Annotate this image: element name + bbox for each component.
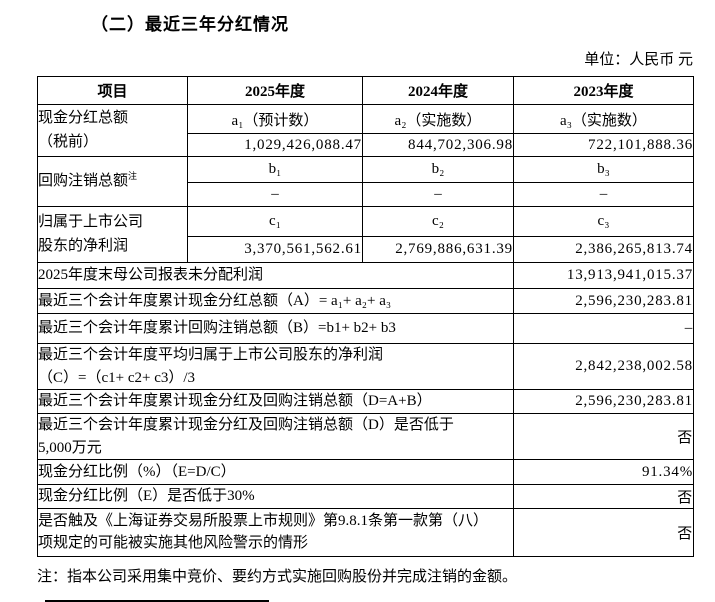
value-cell-2023: 2,386,265,813.74 — [513, 236, 694, 263]
summary-label-line1: 最近三个会计年度平均归属于上市公司股东的净利润 — [38, 347, 384, 363]
summary-label-line1: 最近三个会计年度累计现金分红及回购注销总额（D）是否低于 — [38, 417, 454, 433]
table-row: 现金分红总额 （税前） a₁（预计数） a₂（实施数） a₃（实施数） — [37, 104, 694, 157]
table-row: 1,029,426,088.47 844,702,306.98 722,101,… — [38, 133, 694, 157]
sub-label-cell: c₃ — [513, 206, 694, 237]
summary-label-E-below-30pct: 现金分红比例（E）是否低于30% — [37, 484, 514, 509]
value-cell-2024: 844,702,306.98 — [362, 133, 514, 157]
value-cell-2025: 3,370,561,562.61 — [187, 236, 363, 263]
section-title: （二）最近三年分红情况 — [91, 15, 289, 34]
summary-label-total-D: 最近三个会计年度累计现金分红及回购注销总额（D=A+B） — [37, 389, 514, 414]
summary-label-line1: 最近三个会计年度累计回购注销总额（B）=b1+ b2+ b3 — [38, 320, 396, 337]
table-row: – – – — [38, 182, 694, 207]
sub-label-cell: b₂ — [362, 156, 514, 183]
dividend-table: 项目 2025年度 2024年度 2023年度 现金分红总额 （税前） a₁（预… — [37, 76, 694, 557]
summary-value: 2,842,238,002.58 — [513, 343, 694, 390]
summary-label-line1: 最近三个会计年度累计现金分红总额（A）= a₁+ a₂+ a₃ — [38, 292, 392, 309]
header-year-2024: 2024年度 — [362, 76, 514, 105]
table-row: 最近三个会计年度累计回购注销总额（B）=b1+ b2+ b3 – — [37, 313, 694, 344]
value-cell-2023: 722,101,888.36 — [513, 133, 694, 157]
summary-label-risk-warning: 是否触及《上海证券交易所股票上市规则》第9.8.1条第一款第（八） 项规定的可能被… — [37, 507, 514, 557]
unit-label: 单位：人民币 元 — [584, 52, 693, 68]
summary-label-line2: 5,000万元 — [38, 439, 102, 456]
footnote: 注：指本公司采用集中竞价、要约方式实施回购股份并完成注销的金额。 — [37, 568, 518, 585]
table-row: 2025年度末母公司报表未分配利润 13,913,941,015.37 — [37, 262, 694, 289]
sub-label-cell: a₂（实施数） — [362, 104, 514, 134]
value-cell-2025: – — [187, 182, 363, 207]
table-row: 现金分红比例（%）（E=D/C） 91.34% — [37, 459, 694, 485]
row-label-repurchase-total: 回购注销总额注 — [37, 156, 188, 207]
row-label-text: 回购注销总额 — [38, 172, 129, 189]
value-cell-2023: – — [513, 182, 694, 207]
summary-value: 否 — [513, 413, 694, 460]
table-header-row: 项目 2025年度 2024年度 2023年度 — [37, 76, 694, 105]
table-row: 是否触及《上海证券交易所股票上市规则》第9.8.1条第一款第（八） 项规定的可能被… — [37, 507, 694, 557]
summary-label-cumulative-repurchase-B: 最近三个会计年度累计回购注销总额（B）=b1+ b2+ b3 — [37, 313, 514, 344]
summary-value: 否 — [513, 507, 694, 557]
summary-label-line1: 2025年度末母公司报表未分配利润 — [38, 267, 264, 284]
summary-value: 13,913,941,015.37 — [513, 262, 694, 289]
header-year-2025: 2025年度 — [187, 76, 363, 105]
row-label-cash-dividend-total: 现金分红总额 （税前） — [37, 104, 188, 157]
table-row: 回购注销总额注 b₁ b₂ b₃ — [37, 156, 694, 207]
table-row: 最近三个会计年度累计现金分红总额（A）= a₁+ a₂+ a₃ 2,596,23… — [37, 288, 694, 314]
sub-label-cell: b₃ — [513, 156, 694, 183]
value-cell-2024: 2,769,886,631.39 — [362, 236, 514, 263]
summary-value: 否 — [513, 484, 694, 509]
summary-label-dividend-ratio-E: 现金分红比例（%）（E=D/C） — [37, 459, 514, 485]
sub-label-cell: a₃（实施数） — [513, 104, 694, 134]
row-label-text: 现金分红总额 — [38, 110, 129, 127]
table-row: 现金分红比例（E）是否低于30% 否 — [37, 484, 694, 509]
table-row: 归属于上市公司 股东的净利润 c₁ c₂ c₃ — [37, 206, 694, 263]
summary-label-line2: （C）=（c1+ c2+ c3）/3 — [38, 369, 196, 386]
sub-label-cell: a₁（预计数） — [187, 104, 363, 134]
summary-label-line2: 项规定的可能被实施其他风险警示的情形 — [38, 535, 309, 551]
table-row: 最近三个会计年度平均归属于上市公司股东的净利润 （C）=（c1+ c2+ c3）/… — [37, 343, 694, 390]
footnote-separator-rule — [45, 599, 269, 602]
row-label-text: 归属于上市公司 — [38, 214, 144, 231]
table-row: 最近三个会计年度累计现金分红及回购注销总额（D）是否低于 5,000万元 否 — [37, 413, 694, 460]
header-item: 项目 — [37, 76, 188, 105]
summary-value: 91.34% — [513, 459, 694, 485]
sub-label-cell: c₁ — [187, 206, 363, 237]
table-row: 最近三个会计年度累计现金分红及回购注销总额（D=A+B） 2,596,230,2… — [37, 389, 694, 414]
summary-value: 2,596,230,283.81 — [513, 288, 694, 314]
summary-label-line1: 现金分红比例（%）（E=D/C） — [38, 463, 236, 480]
row-label-net-profit: 归属于上市公司 股东的净利润 — [37, 206, 188, 263]
value-cell-2025: 1,029,426,088.47 — [187, 133, 363, 157]
summary-label-line1: 最近三个会计年度累计现金分红及回购注销总额（D=A+B） — [38, 393, 432, 410]
row-label-text-line2: （税前） — [38, 133, 99, 150]
summary-value: 2,596,230,283.81 — [513, 389, 694, 414]
value-cell-2024: – — [362, 182, 514, 207]
summary-label-cumulative-dividend-A: 最近三个会计年度累计现金分红总额（A）= a₁+ a₂+ a₃ — [37, 288, 514, 314]
summary-value: – — [513, 313, 694, 344]
summary-label-line1: 现金分红比例（E）是否低于30% — [38, 488, 255, 504]
summary-label-average-net-profit-C: 最近三个会计年度平均归属于上市公司股东的净利润 （C）=（c1+ c2+ c3）/… — [37, 343, 514, 390]
summary-label-line1: 是否触及《上海证券交易所股票上市规则》第9.8.1条第一款第（八） — [38, 512, 489, 529]
summary-label-D-below-threshold: 最近三个会计年度累计现金分红及回购注销总额（D）是否低于 5,000万元 — [37, 413, 514, 460]
row-label-text-line2: 股东的净利润 — [38, 237, 129, 254]
sub-label-cell: c₂ — [362, 206, 514, 237]
sub-label-cell: b₁ — [187, 156, 363, 183]
header-year-2023: 2023年度 — [513, 76, 694, 105]
summary-label-undistributed-profit: 2025年度末母公司报表未分配利润 — [37, 262, 514, 289]
note-superscript: 注 — [128, 170, 138, 181]
